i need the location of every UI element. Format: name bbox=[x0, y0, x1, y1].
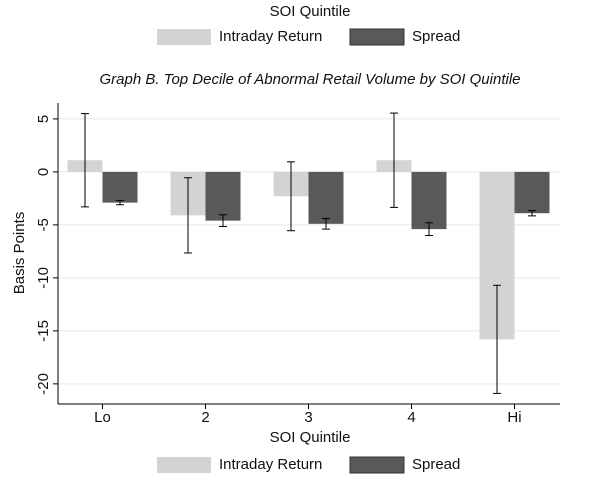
legend-label: Spread bbox=[412, 28, 460, 45]
x-tick-label: Hi bbox=[507, 409, 521, 426]
legend-label: Intraday Return bbox=[219, 28, 322, 45]
x-tick-label: 3 bbox=[304, 409, 312, 426]
error-bar bbox=[219, 214, 227, 227]
error-bar bbox=[81, 113, 89, 208]
bar bbox=[205, 171, 241, 221]
error-bar bbox=[390, 112, 398, 208]
error-bar bbox=[322, 218, 330, 230]
legend-swatch bbox=[157, 457, 211, 473]
y-tick-label: 5 bbox=[35, 115, 52, 123]
y-axis-label: Basis Points bbox=[11, 212, 28, 295]
bar bbox=[411, 171, 447, 230]
legend-swatch bbox=[349, 28, 405, 46]
x-tick-label: 2 bbox=[201, 409, 209, 426]
bar bbox=[308, 171, 344, 224]
y-tick-label: -10 bbox=[35, 267, 52, 289]
error-bar bbox=[493, 284, 501, 394]
chart-title: Graph B. Top Decile of Abnormal Retail V… bbox=[99, 71, 520, 88]
error-bar bbox=[116, 200, 124, 206]
legend-title: SOI Quintile bbox=[270, 3, 351, 20]
y-tick-label: 0 bbox=[35, 168, 52, 176]
error-bar bbox=[425, 222, 433, 236]
legend-label: Spread bbox=[412, 456, 460, 473]
legend-swatch bbox=[157, 29, 211, 45]
y-tick-label: -15 bbox=[35, 320, 52, 342]
x-tick-label: Lo bbox=[94, 409, 111, 426]
y-tick-label: -5 bbox=[35, 218, 52, 231]
x-axis-label: SOI Quintile bbox=[270, 429, 351, 446]
legend-swatch bbox=[349, 456, 405, 474]
bar bbox=[514, 171, 550, 214]
error-bar bbox=[287, 161, 295, 232]
bar bbox=[102, 171, 138, 203]
y-tick-label: -20 bbox=[35, 373, 52, 395]
error-bar bbox=[528, 210, 536, 217]
x-tick-label: 4 bbox=[407, 409, 415, 426]
error-bar bbox=[184, 177, 192, 254]
legend-label: Intraday Return bbox=[219, 456, 322, 473]
